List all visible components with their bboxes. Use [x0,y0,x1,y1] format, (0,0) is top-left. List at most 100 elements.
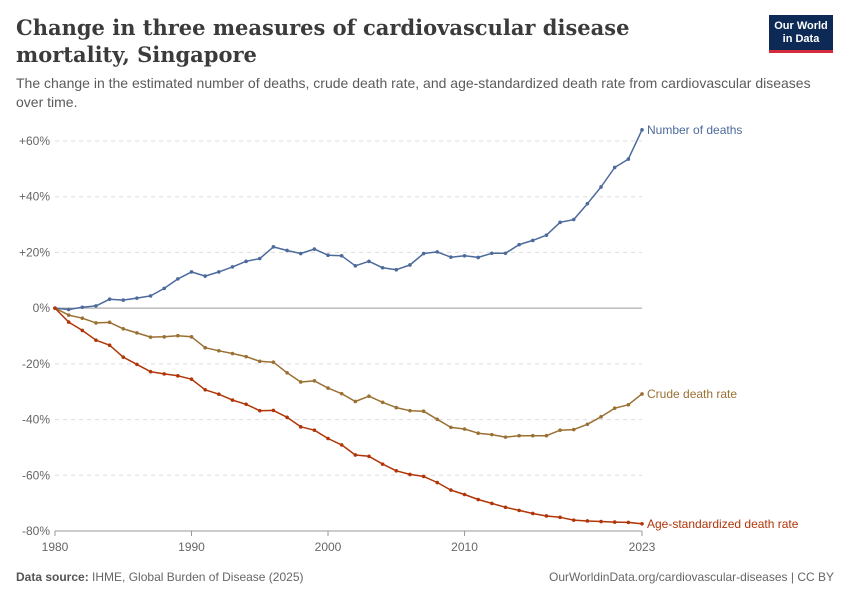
data-point[interactable] [558,428,562,432]
data-point[interactable] [408,408,412,413]
data-point[interactable] [544,514,549,518]
data-point[interactable] [490,501,494,506]
data-point[interactable] [257,256,262,261]
footer-url[interactable]: OurWorldinData.org/cardiovascular-diseas… [548,570,834,584]
data-point[interactable] [367,454,371,459]
data-point[interactable] [271,360,276,364]
data-point[interactable] [176,277,180,281]
data-point[interactable] [640,521,644,526]
data-point[interactable] [135,362,139,367]
data-point[interactable] [421,409,426,414]
data-point[interactable] [612,520,617,524]
data-point[interactable] [326,386,330,390]
data-point[interactable] [435,250,440,254]
data-point[interactable] [176,374,180,378]
data-point[interactable] [189,377,194,381]
data-point[interactable] [148,369,153,374]
data-point[interactable] [517,508,521,513]
data-point[interactable] [571,217,576,222]
data-point[interactable] [66,320,71,324]
data-point[interactable] [148,294,153,298]
data-point[interactable] [626,157,631,161]
data-point[interactable] [599,414,603,419]
data-point[interactable] [298,425,303,429]
data-point[interactable] [408,263,412,267]
data-point[interactable] [476,431,480,436]
data-point[interactable] [585,519,590,523]
data-point[interactable] [435,417,440,422]
data-point[interactable] [107,297,112,302]
data-point[interactable] [326,253,330,258]
data-point[interactable] [380,265,385,270]
data-point[interactable] [503,435,508,439]
data-point[interactable] [312,247,317,251]
data-point[interactable] [80,328,85,333]
data-point[interactable] [626,520,631,525]
data-point[interactable] [121,326,126,331]
data-point[interactable] [66,313,71,317]
data-point[interactable] [244,354,248,359]
data-point[interactable] [367,259,371,264]
data-point[interactable] [271,245,276,249]
data-point[interactable] [148,335,153,339]
data-point[interactable] [612,165,617,170]
data-point[interactable] [353,399,358,404]
data-point[interactable] [244,402,248,407]
data-point[interactable] [203,345,207,350]
data-point[interactable] [585,201,590,206]
data-point[interactable] [394,267,399,272]
data-point[interactable] [449,255,453,259]
data-point[interactable] [189,335,194,339]
data-point[interactable] [121,298,126,302]
data-point[interactable] [135,296,139,300]
data-point[interactable] [66,307,71,312]
data-point[interactable] [626,403,631,407]
data-point[interactable] [640,392,644,396]
data-point[interactable] [176,333,180,338]
data-point[interactable] [217,348,221,353]
data-point[interactable] [257,359,262,364]
data-point[interactable] [353,453,358,457]
data-point[interactable] [380,462,385,466]
data-point[interactable] [503,251,508,256]
data-point[interactable] [640,128,644,132]
data-point[interactable] [571,518,576,522]
data-point[interactable] [394,469,399,473]
data-point[interactable] [612,406,617,410]
data-point[interactable] [230,351,235,356]
data-point[interactable] [585,422,590,427]
data-point[interactable] [339,443,344,447]
data-point[interactable] [462,492,467,497]
data-point[interactable] [380,400,385,405]
data-point[interactable] [530,433,535,438]
data-point[interactable] [230,265,235,269]
data-point[interactable] [530,238,535,243]
data-point[interactable] [517,433,521,438]
data-point[interactable] [285,248,289,253]
data-point[interactable] [449,488,453,492]
data-point[interactable] [244,259,248,264]
data-point[interactable] [162,372,167,376]
data-point[interactable] [312,428,317,432]
data-point[interactable] [571,427,576,432]
data-point[interactable] [367,394,371,398]
data-point[interactable] [298,380,303,384]
data-point[interactable] [217,392,221,397]
data-point[interactable] [421,474,426,479]
data-point[interactable] [476,497,480,502]
data-point[interactable] [203,274,207,278]
data-point[interactable] [462,427,467,431]
data-point[interactable] [558,515,562,520]
data-point[interactable] [230,398,235,402]
data-point[interactable] [298,251,303,256]
data-point[interactable] [544,433,549,438]
data-point[interactable] [312,379,317,383]
data-point[interactable] [558,220,562,225]
data-point[interactable] [94,304,98,308]
data-point[interactable] [599,519,603,524]
data-point[interactable] [107,320,112,325]
data-point[interactable] [339,391,344,396]
data-point[interactable] [162,335,167,339]
data-point[interactable] [408,472,412,477]
data-point[interactable] [449,425,453,430]
